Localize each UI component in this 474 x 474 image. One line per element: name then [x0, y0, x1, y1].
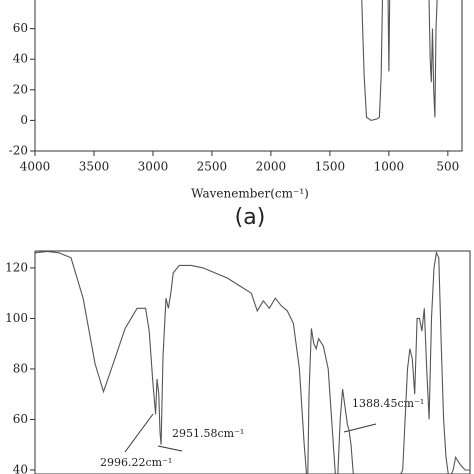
y-tick-label: 80: [13, 361, 28, 375]
annotation: 2996.22cm⁻¹: [100, 456, 172, 469]
y-tick-label: 0: [20, 113, 28, 127]
spectrum-line: [361, 0, 438, 121]
y-tick-label: 100: [5, 311, 28, 325]
annotation: 2951.58cm⁻¹: [172, 427, 244, 440]
x-tick-label: 1000: [374, 160, 405, 174]
x-tick-label: 4000: [20, 160, 51, 174]
spectrum-line: [35, 251, 470, 474]
x-tick-label: 500: [436, 160, 459, 174]
x-tick-label: 2000: [256, 160, 287, 174]
plot-frame: [34, 0, 463, 152]
y-tick-label: -20: [9, 144, 28, 158]
x-tick-label: 3500: [79, 160, 110, 174]
annotation: 1388.45cm⁻¹: [352, 397, 424, 410]
x-tick-label: 1500: [315, 160, 346, 174]
y-tick-label: 20: [13, 82, 28, 96]
x-axis-label: Wavenember(cm⁻¹): [191, 187, 309, 201]
y-tick-label: 40: [13, 462, 28, 474]
leader-line: [157, 445, 183, 452]
plot-frame: [34, 250, 471, 474]
x-tick-label: 3000: [138, 160, 169, 174]
leader-line: [124, 413, 154, 453]
y-tick-label: 60: [13, 412, 28, 426]
y-tick-label: 120: [5, 260, 28, 274]
panel-caption: (a): [235, 205, 266, 230]
y-tick-label: 40: [13, 52, 28, 66]
x-tick-label: 2500: [197, 160, 228, 174]
y-tick-label: 60: [13, 21, 28, 35]
